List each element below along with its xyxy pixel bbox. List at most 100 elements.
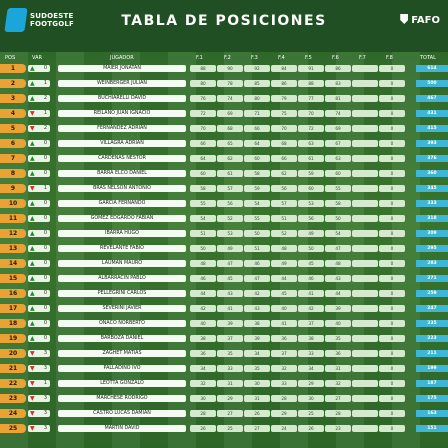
position-badge: 1 — [0, 64, 26, 73]
fecha-score-1: 38 — [190, 335, 216, 342]
page-title: TABLA DE POSICIONES — [121, 13, 327, 29]
fecha-score-5: 53 — [298, 200, 324, 207]
fecha-score-7 — [352, 365, 378, 372]
variation-value: 0 — [43, 245, 47, 251]
variation-value: 0 — [43, 155, 47, 161]
variation-value: 1 — [43, 80, 47, 86]
player-name: IBARRA HUGO — [58, 230, 186, 237]
fecha-score-8: 0 — [379, 335, 405, 342]
fecha-score-2: 27 — [217, 410, 243, 417]
player-name: BARBOZA DANIEL — [58, 335, 186, 342]
fecha-score-2: 78 — [217, 80, 243, 87]
fecha-score-3: 85 — [244, 80, 270, 87]
fecha-score-4: 44 — [271, 275, 297, 282]
arrow-up-icon: ▲ — [30, 140, 35, 147]
variation-value: 0 — [43, 275, 47, 281]
fecha-score-1: 26 — [190, 425, 216, 432]
variation-cell: ▲ 0 — [28, 170, 50, 177]
fecha-score-1: 51 — [190, 230, 216, 237]
fecha-score-5: 63 — [298, 140, 324, 147]
arrow-down-icon: ▼ — [30, 110, 35, 117]
player-name: CARDENAS NESTOR — [58, 155, 186, 162]
fecha-score-2: 45 — [217, 275, 243, 282]
variation-value: 0 — [43, 200, 47, 206]
fecha-score-7 — [352, 170, 378, 177]
fecha-score-6: 40 — [325, 320, 351, 327]
variation-value: 1 — [43, 110, 47, 116]
fecha-score-5: 46 — [298, 275, 324, 282]
fecha-score-6: 39 — [325, 305, 351, 312]
arrow-down-icon: ▼ — [30, 125, 35, 132]
variation-value: 3 — [43, 410, 47, 416]
fecha-score-3: 66 — [244, 125, 270, 132]
fecha-score-2: 41 — [217, 305, 243, 312]
table-row: 21 ▼ 3 PALLADINO IVO 34 33 35 32 34 31 0 199 — [0, 364, 448, 374]
table-row: 1 ▲ 0 MAIER JONATAN 88 90 92 84 91 86 0 614 — [0, 64, 448, 74]
fecha-score-5: 29 — [298, 380, 324, 387]
total-score: 235 — [416, 320, 448, 327]
fecha-score-7 — [352, 200, 378, 207]
fecha-score-2: 47 — [217, 260, 243, 267]
fecha-score-7 — [352, 125, 378, 132]
variation-cell: ▲ 0 — [28, 335, 50, 342]
player-name: ALBARRACIN PABLO — [58, 275, 186, 282]
position-badge: 10 — [0, 199, 26, 208]
variation-value: 0 — [43, 230, 47, 236]
fecha-score-5: 49 — [298, 230, 324, 237]
fecha-score-7 — [352, 290, 378, 297]
total-score: 223 — [416, 335, 448, 342]
fecha-score-6: 36 — [325, 350, 351, 357]
total-score: 467 — [416, 95, 448, 102]
fecha-score-6: 67 — [325, 140, 351, 147]
table-row: 9 ▼ 1 BRAS NELSON ANTONIO 58 57 59 56 60 55 0 345 — [0, 184, 448, 194]
fecha-score-3: 55 — [244, 215, 270, 222]
arrow-up-icon: ▲ — [30, 260, 35, 267]
variation-value: 1 — [43, 380, 47, 386]
fecha-score-3: 47 — [244, 275, 270, 282]
table-row: 17 ▲ 0 SEVERINI JAVIER 42 41 43 40 42 39 0 247 — [0, 304, 448, 314]
table-row: 12 ▲ 0 IBARRA HUGO 51 53 50 52 49 54 0 309 — [0, 229, 448, 239]
table-row: 11 ▲ 0 GOMEZ EDGARDO FABIAN 54 52 55 51 56 50 0 318 — [0, 214, 448, 224]
position-badge: 11 — [0, 214, 26, 223]
player-name: PALLADINO IVO — [58, 365, 186, 372]
variation-cell: ▲ 0 — [28, 320, 50, 327]
fecha-score-6: 63 — [325, 155, 351, 162]
variation-value: 0 — [43, 140, 47, 146]
fecha-score-1: 76 — [190, 95, 216, 102]
fecha-score-5: 50 — [298, 245, 324, 252]
col-f5: F.5 — [305, 55, 312, 61]
fecha-score-7 — [352, 155, 378, 162]
fecha-score-1: 48 — [190, 260, 216, 267]
fecha-score-1: 88 — [190, 65, 216, 72]
table-row: 4 ▼ 1 REILANO JUAN IGNACIO 72 69 71 75 70 74 0 431 — [0, 109, 448, 119]
arrow-up-icon: ▲ — [30, 245, 35, 252]
player-name: LAUMAN MAURO — [58, 260, 186, 267]
fafo-label: FAFO — [411, 15, 440, 26]
position-badge: 24 — [0, 409, 26, 418]
fecha-score-7 — [352, 410, 378, 417]
col-total: TOTAL — [420, 55, 436, 61]
fecha-score-7 — [352, 305, 378, 312]
fecha-score-5: 30 — [298, 395, 324, 402]
fecha-score-2: 52 — [217, 215, 243, 222]
fecha-score-7 — [352, 320, 378, 327]
fecha-score-5: 34 — [298, 365, 324, 372]
fecha-score-1: 58 — [190, 185, 216, 192]
player-name: WEINBERGER JULIAN — [58, 80, 186, 87]
variation-value: 3 — [43, 350, 47, 356]
player-name: GARCIA FERNANDO — [58, 200, 186, 207]
total-score: 187 — [416, 380, 448, 387]
fecha-score-8: 0 — [379, 305, 405, 312]
position-badge: 25 — [0, 424, 26, 433]
table-row: 5 ▼ 2 FERNANDEZ ADRIAN 70 68 66 70 72 69 0 415 — [0, 124, 448, 134]
table-row: 24 ▼ 3 CASTRO LUCAS DAMIAN 28 27 26 29 25 28 0 163 — [0, 409, 448, 419]
fecha-score-8: 0 — [379, 275, 405, 282]
fecha-score-8: 0 — [379, 80, 405, 87]
variation-cell: ▼ 1 — [28, 185, 50, 192]
fecha-score-5: 59 — [298, 170, 324, 177]
arrow-down-icon: ▼ — [30, 425, 35, 432]
arrow-up-icon: ▲ — [30, 290, 35, 297]
variation-value: 0 — [43, 320, 47, 326]
player-name: REVELANTE FABIO — [58, 245, 186, 252]
total-score: 295 — [416, 245, 448, 252]
